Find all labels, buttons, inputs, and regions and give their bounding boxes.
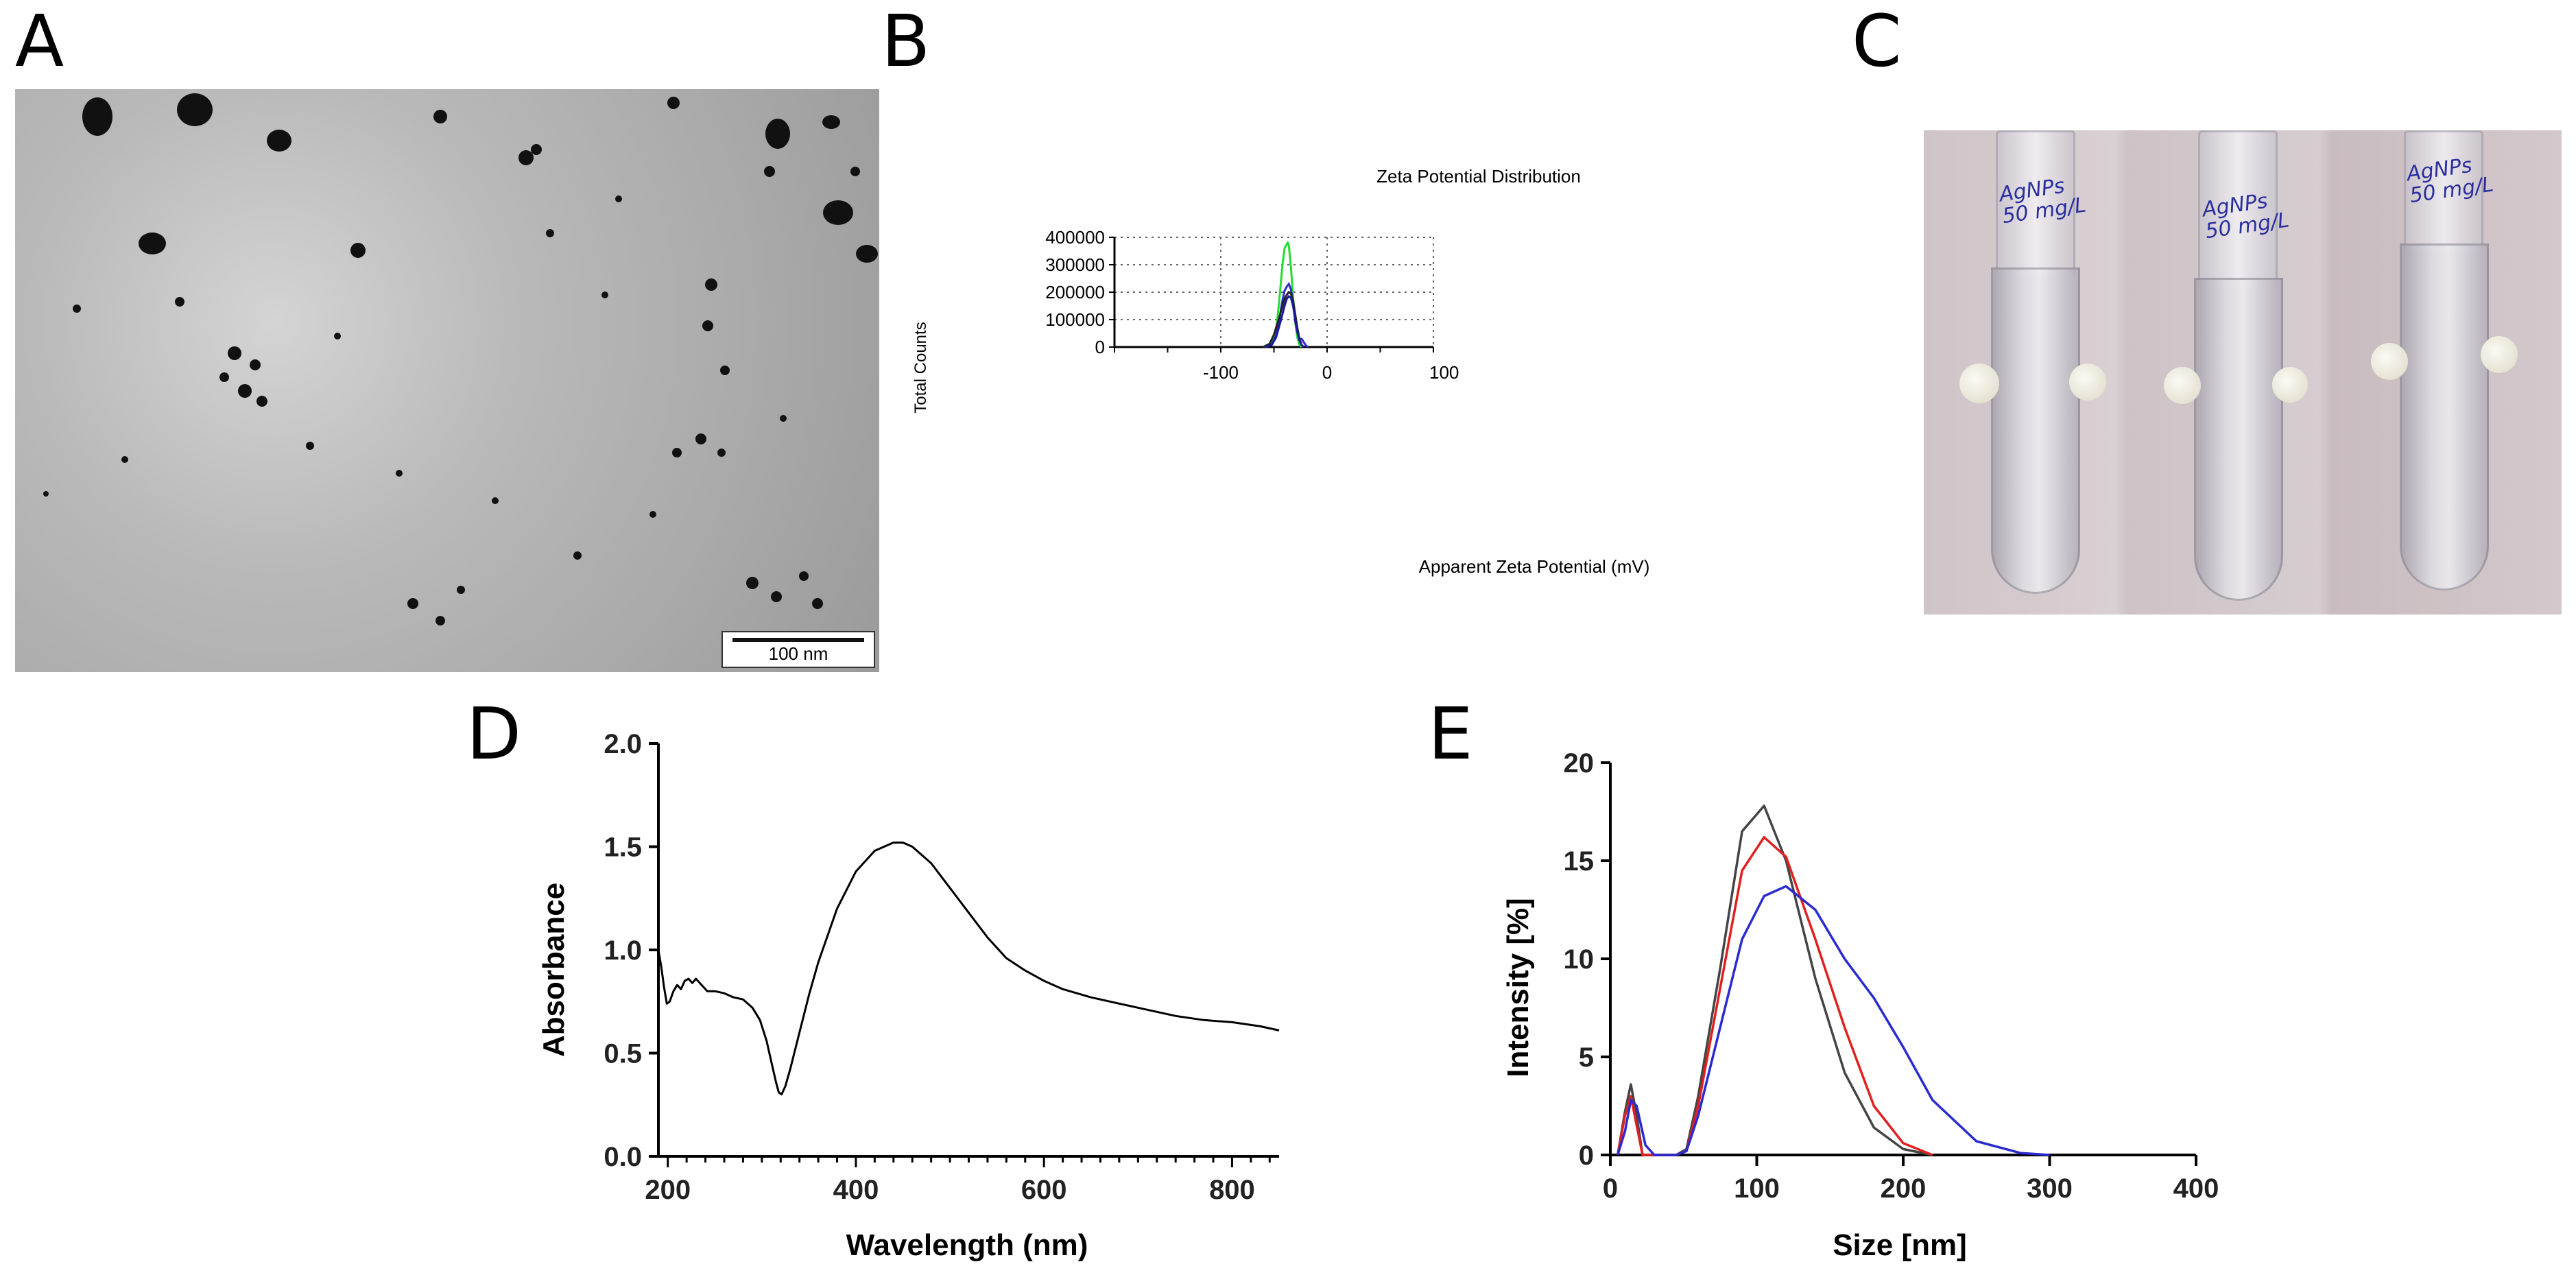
size-chart: 0 5 10 15 20 0 100 200 300 400 Intensity [%] Siz… (1501, 748, 2219, 1262)
size-x-tick-label: 200 (1881, 1173, 1927, 1204)
size-series (1616, 805, 2050, 1156)
panel-letter-a: A (15, 0, 64, 83)
tube-2 (2194, 278, 2283, 601)
zeta-series (1263, 240, 1309, 348)
tubes-photo: AgNPs 50 mg/L AgNPs 50 mg/L AgNPs 50 mg/L (1924, 130, 2562, 615)
scale-bar-label: 100 nm (768, 643, 828, 664)
panel-letter-c: C (1852, 0, 1902, 83)
absorbance-series (657, 842, 1280, 1096)
tem-particles (43, 93, 878, 625)
size-y-tick-label: 20 (1564, 748, 1595, 778)
zeta-y-tick-label: 100000 (1045, 309, 1105, 330)
zeta-x-tick-label: -100 (1203, 362, 1239, 383)
zeta-y-tick-label: 400000 (1045, 227, 1105, 248)
scale-bar-line (732, 638, 864, 642)
absorbance-x-tick-label: 600 (1021, 1175, 1067, 1205)
absorbance-x-ticks: 200 400 600 800 (645, 1156, 1271, 1205)
size-series-line-1 (1616, 805, 1933, 1156)
absorbance-x-tick-label: 400 (833, 1175, 879, 1205)
tube-1-clip-right (2069, 364, 2106, 401)
zeta-series-line-2 (1265, 281, 1309, 348)
zeta-grid (1114, 237, 1434, 347)
size-y-tick-label: 5 (1579, 1042, 1594, 1073)
tube-3-clip-right (2481, 336, 2518, 373)
size-y-label: Intensity [%] (1501, 898, 1535, 1077)
absorbance-y-tick-label: 2.0 (604, 729, 642, 759)
size-x-tick-label: 400 (2173, 1173, 2219, 1204)
size-x-ticks: 0 100 200 300 400 (1603, 1155, 2219, 1204)
absorbance-y-ticks: 0.0 0.5 1.0 1.5 2.0 (604, 729, 658, 1172)
size-y-ticks: 0 5 10 15 20 (1564, 748, 1610, 1171)
scale-bar: 100 nm (721, 631, 875, 668)
size-series-line-3 (1617, 885, 2050, 1156)
tube-3 (2400, 243, 2489, 591)
absorbance-x-tick-label: 800 (1209, 1175, 1255, 1205)
tube-1-clip-left (1959, 364, 1999, 403)
size-x-tick-label: 300 (2027, 1173, 2073, 1204)
size-series-line-2 (1616, 835, 1933, 1156)
panel-letter-b: B (881, 0, 931, 83)
zeta-y-label: Total Counts (911, 322, 930, 413)
zeta-chart-title: Zeta Potential Distribution (1376, 166, 1581, 187)
absorbance-x-label: Wavelength (nm) (846, 1228, 1088, 1262)
absorbance-x-tick-label: 200 (645, 1175, 691, 1205)
size-x-tick-label: 0 (1603, 1173, 1618, 1204)
zeta-x-ticks: -100 0 100 (1114, 347, 1459, 383)
zeta-series-line-4 (1265, 294, 1304, 348)
tube-2-clip-left (2164, 367, 2201, 404)
zeta-x-label: Apparent Zeta Potential (mV) (1419, 556, 1650, 577)
size-y-tick-label: 10 (1564, 944, 1595, 975)
size-y-tick-label: 0 (1579, 1141, 1594, 1171)
absorbance-chart: 0.00.51.01.52.0 200 400 600 800 Absorbance … (537, 729, 1280, 1262)
size-x-tick-label: 100 (1734, 1173, 1780, 1204)
tube-1 (1991, 267, 2080, 594)
zeta-x-tick-label: 0 (1322, 362, 1332, 383)
tem-micrograph: 100 nm (15, 89, 879, 672)
tube-2-top (2198, 130, 2278, 287)
zeta-axes (1113, 237, 1433, 348)
zeta-y-tick-label: 0 (1095, 337, 1105, 357)
zeta-y-ticks: 0 100000 200000 300000 400000 (1045, 227, 1114, 357)
zeta-y-tick-label: 300000 (1045, 254, 1105, 275)
panel-letter-e: E (1428, 692, 1473, 776)
panel-letter-d: D (466, 692, 522, 776)
absorbance-series-line (657, 842, 1280, 1096)
absorbance-y-tick-label: 1.0 (604, 936, 642, 966)
absorbance-axes (657, 743, 1279, 1158)
zeta-y-tick-label: 200000 (1045, 282, 1105, 302)
absorbance-y-tick-label: 1.5 (604, 833, 642, 863)
tube-1-top (1996, 130, 2075, 276)
absorbance-y-label: Absorbance (537, 883, 571, 1057)
tube-3-clip-left (2371, 343, 2408, 380)
absorbance-y-tick-label: 0.0 (604, 1142, 642, 1172)
size-x-label: Size [nm] (1833, 1228, 1967, 1262)
tube-3-top (2404, 130, 2483, 252)
tube-2-clip-right (2272, 367, 2308, 403)
zeta-x-tick-label-right: 100 (1429, 362, 1459, 383)
absorbance-y-tick-label: 0.5 (604, 1039, 642, 1069)
size-y-tick-label: 15 (1564, 846, 1595, 877)
zeta-chart: Zeta Potential Distribution 0 100000 20000… (911, 166, 1650, 577)
